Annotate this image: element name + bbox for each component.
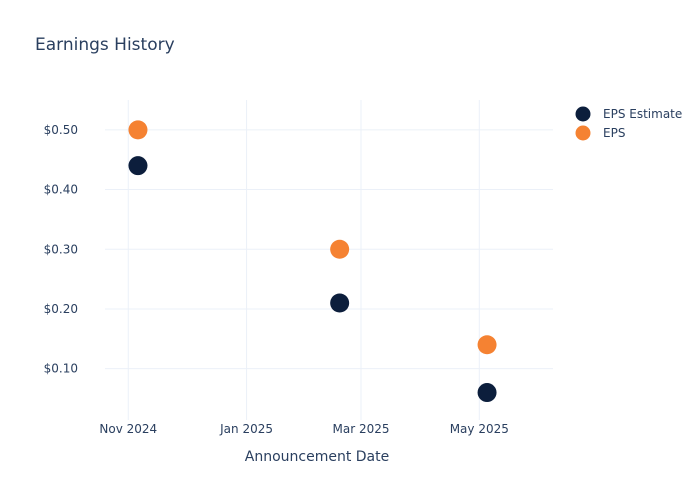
legend-label[interactable]: EPS Estimate: [603, 107, 682, 121]
legend: EPS Estimate EPS: [575, 106, 682, 141]
x-axis-ticks: Nov 2024 Jan 2025 Mar 2025 May 2025: [99, 422, 509, 436]
legend-label[interactable]: EPS: [603, 126, 625, 140]
legend-marker[interactable]: [575, 106, 591, 122]
plot-area: [128, 120, 497, 403]
x-tick-label: Mar 2025: [333, 422, 390, 436]
y-axis-ticks: $0.10 $0.20 $0.30 $0.40 $0.50: [44, 123, 78, 376]
y-tick-label: $0.50: [44, 123, 78, 137]
data-point[interactable]: [330, 293, 350, 313]
data-point[interactable]: [477, 383, 497, 403]
data-point[interactable]: [477, 335, 497, 355]
legend-marker[interactable]: [575, 125, 591, 141]
chart-title: Earnings History: [35, 35, 175, 55]
x-tick-label: Jan 2025: [219, 422, 273, 436]
x-tick-label: May 2025: [450, 422, 509, 436]
y-tick-label: $0.30: [44, 242, 78, 256]
x-axis-title: Announcement Date: [245, 449, 389, 465]
data-point[interactable]: [128, 120, 148, 140]
data-point[interactable]: [128, 156, 148, 176]
y-tick-label: $0.10: [44, 362, 78, 376]
y-tick-label: $0.20: [44, 302, 78, 316]
x-tick-label: Nov 2024: [99, 422, 157, 436]
grid-layer: [105, 100, 553, 420]
y-tick-label: $0.40: [44, 183, 78, 197]
data-point[interactable]: [330, 239, 350, 259]
